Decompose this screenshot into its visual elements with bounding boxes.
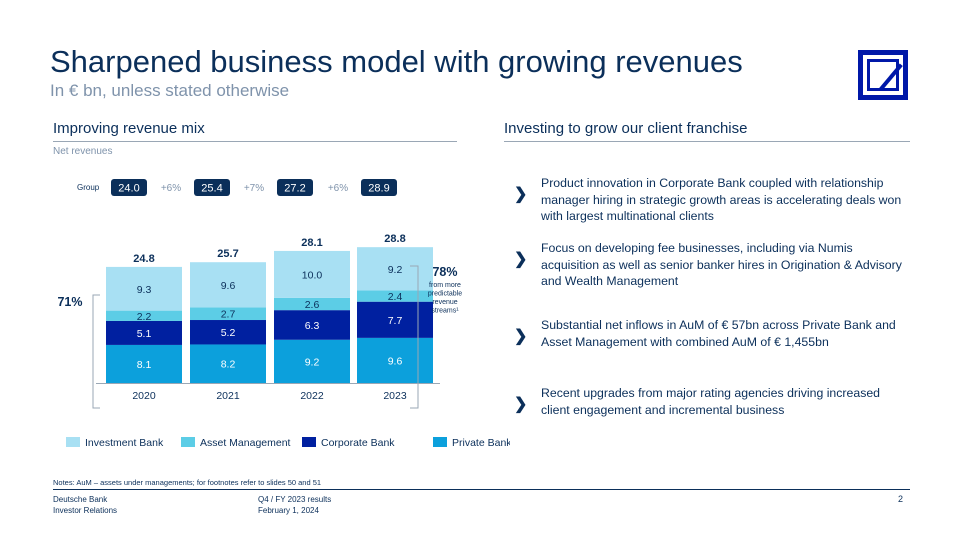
legend-swatch — [66, 437, 80, 447]
bar-segment — [357, 301, 433, 338]
chevron-right-icon: ❯ — [514, 328, 528, 345]
right-share-caption: revenue — [432, 299, 457, 306]
page-number: 2 — [898, 494, 904, 504]
x-tick-label: 2020 — [132, 390, 156, 402]
bar-value-label: 5.1 — [137, 328, 152, 340]
bar-segment — [106, 320, 182, 345]
bar-segment — [357, 337, 433, 383]
bar-value-label: 5.2 — [221, 327, 236, 339]
bar-segment — [106, 266, 182, 311]
left-section-heading: Improving revenue mix — [53, 120, 205, 137]
left-section-divider — [53, 141, 457, 142]
bar-segment — [106, 310, 182, 321]
bar-segment — [357, 247, 433, 291]
group-label: Group — [77, 183, 100, 192]
footnote: Notes: AuM – assets under managements; f… — [53, 478, 322, 487]
chevron-right-icon: ❯ — [514, 186, 528, 203]
x-tick-label: 2021 — [216, 390, 240, 402]
bar-value-label: 9.3 — [137, 284, 152, 296]
legend-label: Corporate Bank — [321, 437, 395, 449]
bullet-text: Substantial net inflows in AuM of € 57bn… — [541, 318, 896, 349]
bar-total-label: 28.8 — [384, 233, 405, 245]
bar-value-label: 9.6 — [221, 280, 236, 292]
right-share-caption: streams¹ — [431, 308, 459, 315]
footer-org: Deutsche Bank Investor Relations — [53, 494, 117, 516]
page-title: Sharpened business model with growing re… — [50, 44, 743, 79]
left-share-label: 71% — [57, 295, 82, 309]
page-subtitle: In € bn, unless stated otherwise — [50, 81, 290, 100]
footer-event: Q4 / FY 2023 results February 1, 2024 — [258, 494, 331, 516]
bar-value-label: 9.6 — [388, 355, 403, 367]
footer-event-line: Q4 / FY 2023 results — [258, 495, 332, 504]
group-value-label: 27.2 — [284, 183, 305, 195]
group-value-pill — [277, 179, 313, 196]
footer-org-line: Deutsche Bank — [53, 495, 108, 504]
legend-label: Private Bank — [452, 437, 510, 449]
group-growth-label: +7% — [244, 183, 264, 194]
bar-segment — [274, 339, 350, 383]
right-share-bracket — [410, 265, 419, 409]
group-value-label: 24.0 — [118, 183, 139, 195]
bullet-text: Product innovation in Corporate Bank cou… — [541, 176, 902, 223]
bar-value-label: 9.2 — [305, 356, 320, 368]
bar-value-label: 2.7 — [221, 309, 236, 321]
bullet-text: Recent upgrades from major rating agenci… — [541, 386, 881, 417]
bar-total-label: 25.7 — [217, 248, 238, 260]
legend-swatch — [433, 437, 447, 447]
right-share-caption: predictable — [428, 291, 462, 298]
legend-swatch — [181, 437, 195, 447]
group-value-label: 28.9 — [368, 183, 389, 195]
left-share-bracket — [92, 294, 100, 409]
bar-value-label: 9.2 — [388, 264, 403, 276]
bar-value-label: 6.3 — [305, 320, 320, 332]
bar-total-label: 24.8 — [133, 253, 154, 265]
group-growth-label: +6% — [328, 183, 348, 194]
bar-segment — [274, 310, 350, 340]
group-value-pill — [361, 179, 397, 196]
bar-segment — [106, 344, 182, 383]
bar-total-label: 28.1 — [301, 237, 322, 249]
legend-swatch — [302, 437, 316, 447]
group-value-label: 25.4 — [201, 183, 222, 195]
bar-value-label: 8.1 — [137, 359, 152, 371]
bar-segment — [357, 290, 433, 302]
bar-segment — [190, 344, 266, 383]
bar-segment — [190, 320, 266, 345]
group-value-pill — [111, 179, 147, 196]
group-value-pill — [194, 179, 230, 196]
bullet-text: Focus on developing fee businesses, incl… — [541, 241, 902, 288]
right-share-label: 78% — [432, 265, 457, 279]
bar-value-label: 10.0 — [302, 269, 323, 281]
footer-divider — [53, 489, 910, 490]
legend-label: Investment Bank — [85, 437, 164, 449]
right-section-heading: Investing to grow our client franchise — [504, 120, 748, 137]
bar-value-label: 2.6 — [305, 299, 320, 311]
bar-segment — [274, 250, 350, 298]
group-growth-label: +6% — [161, 183, 181, 194]
chevron-right-icon: ❯ — [514, 396, 528, 413]
bar-segment — [190, 307, 266, 321]
x-tick-label: 2023 — [383, 390, 407, 402]
revenue-mix-chart: Group 24.0 25.4 27.2 28.9 +6% +7% +6% 8.1 5.1 2.2 9… — [57, 179, 510, 449]
legend-label: Asset Management — [200, 437, 291, 449]
x-tick-label: 2022 — [300, 390, 324, 402]
bar-value-label: 8.2 — [221, 359, 236, 371]
bar-segment — [274, 297, 350, 311]
footer-org-line: Investor Relations — [53, 506, 118, 515]
bar-segment — [190, 262, 266, 308]
chevron-right-icon: ❯ — [514, 251, 528, 268]
bar-value-label: 2.2 — [137, 311, 152, 323]
footer-event-line: February 1, 2024 — [258, 506, 319, 515]
right-share-caption: from more — [429, 282, 461, 289]
net-revenues-label: Net revenues — [53, 146, 113, 157]
bar-value-label: 7.7 — [388, 315, 403, 327]
right-section-divider — [504, 141, 910, 142]
deutsche-bank-logo — [858, 50, 908, 100]
bar-value-label: 2.4 — [388, 291, 403, 303]
